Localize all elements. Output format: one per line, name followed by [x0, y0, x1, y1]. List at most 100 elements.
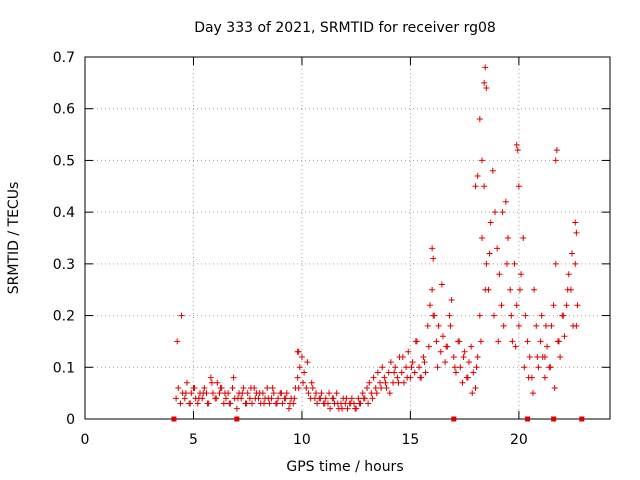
- y-tick-label: 0: [66, 412, 75, 428]
- data-point: [552, 157, 559, 164]
- data-point: [309, 384, 316, 391]
- data-point: [220, 400, 227, 407]
- data-point: [378, 384, 385, 391]
- data-point: [459, 379, 466, 386]
- data-point: [451, 364, 458, 371]
- data-point: [433, 338, 440, 345]
- data-point: [490, 312, 497, 319]
- data-point: [450, 353, 457, 360]
- data-point: [456, 338, 463, 345]
- data-point: [438, 281, 445, 288]
- data-point: [339, 405, 346, 412]
- data-point: [482, 286, 489, 293]
- data-point: [524, 338, 531, 345]
- data-point: [498, 302, 505, 309]
- data-point: [479, 235, 486, 241]
- data-point: [377, 379, 384, 386]
- data-point: [551, 384, 558, 391]
- data-point: [429, 286, 436, 293]
- data-point: [421, 359, 428, 366]
- data-point: [256, 390, 263, 397]
- data-point: [572, 219, 579, 226]
- data-point: [477, 338, 484, 345]
- data-point: [446, 312, 453, 319]
- data-point: [552, 260, 559, 267]
- data-point: [515, 183, 522, 190]
- data-point: [355, 395, 362, 402]
- y-tick-label: 0.5: [53, 153, 75, 169]
- data-point: [513, 141, 520, 148]
- data-point: [425, 343, 432, 350]
- data-point: [474, 172, 481, 179]
- data-points: [173, 64, 581, 412]
- data-point: [229, 384, 236, 391]
- data-point: [195, 395, 202, 402]
- y-tick-label: 0.4: [53, 205, 75, 221]
- data-point: [291, 395, 298, 402]
- y-tick-label: 0.3: [53, 257, 75, 273]
- data-point: [314, 400, 321, 407]
- data-point: [448, 297, 455, 304]
- data-point: [404, 374, 411, 381]
- data-point: [182, 390, 189, 397]
- data-point: [461, 348, 468, 355]
- data-point: [177, 400, 184, 407]
- data-point: [352, 405, 359, 412]
- data-point: [513, 302, 520, 309]
- data-point: [439, 333, 446, 340]
- data-point: [194, 400, 201, 407]
- gap-markers: [171, 416, 585, 422]
- data-point: [223, 395, 230, 402]
- data-point: [183, 379, 190, 386]
- data-point: [534, 353, 541, 360]
- data-point: [430, 312, 437, 319]
- x-tick-label: 20: [510, 432, 528, 448]
- data-point: [548, 322, 555, 329]
- data-point: [243, 400, 250, 407]
- data-point: [330, 395, 337, 402]
- axis-ticks: 0 0.1 0.2 0.3 0.4 0.5 0.6 0.7 0 5 10 15 20: [53, 50, 610, 448]
- data-point: [521, 364, 528, 371]
- data-point: [383, 384, 390, 391]
- y-tick-label: 0.6: [53, 102, 75, 118]
- data-point: [508, 312, 515, 319]
- x-tick-label: 10: [293, 432, 311, 448]
- data-point: [395, 379, 402, 386]
- data-point: [369, 395, 376, 402]
- data-point: [468, 343, 475, 350]
- data-point: [443, 343, 450, 350]
- data-point: [476, 312, 483, 319]
- data-point: [373, 390, 380, 397]
- data-point: [452, 369, 459, 376]
- data-point: [514, 147, 521, 154]
- data-point: [295, 384, 302, 391]
- data-point: [234, 395, 241, 402]
- data-point: [214, 379, 221, 386]
- data-point: [572, 260, 579, 267]
- data-point: [244, 390, 251, 397]
- data-point: [275, 395, 282, 402]
- data-point: [366, 379, 373, 386]
- data-point: [364, 384, 371, 391]
- data-point: [264, 384, 271, 391]
- data-point: [424, 322, 431, 329]
- data-point: [442, 359, 449, 366]
- data-point: [372, 384, 379, 391]
- y-tick-label: 0.7: [53, 50, 75, 66]
- plot-frame: [84, 56, 611, 420]
- data-point: [343, 395, 350, 402]
- data-point: [408, 364, 415, 371]
- data-point: [295, 348, 302, 355]
- data-point: [304, 359, 311, 366]
- data-point: [175, 384, 182, 391]
- data-point: [344, 405, 351, 412]
- data-point: [326, 390, 333, 397]
- data-point: [370, 374, 377, 381]
- data-point: [240, 384, 247, 391]
- data-point: [305, 390, 312, 397]
- grid-lines: [85, 57, 610, 419]
- data-point: [509, 338, 516, 345]
- data-point: [213, 395, 220, 402]
- data-point: [486, 250, 493, 257]
- data-point: [481, 79, 488, 86]
